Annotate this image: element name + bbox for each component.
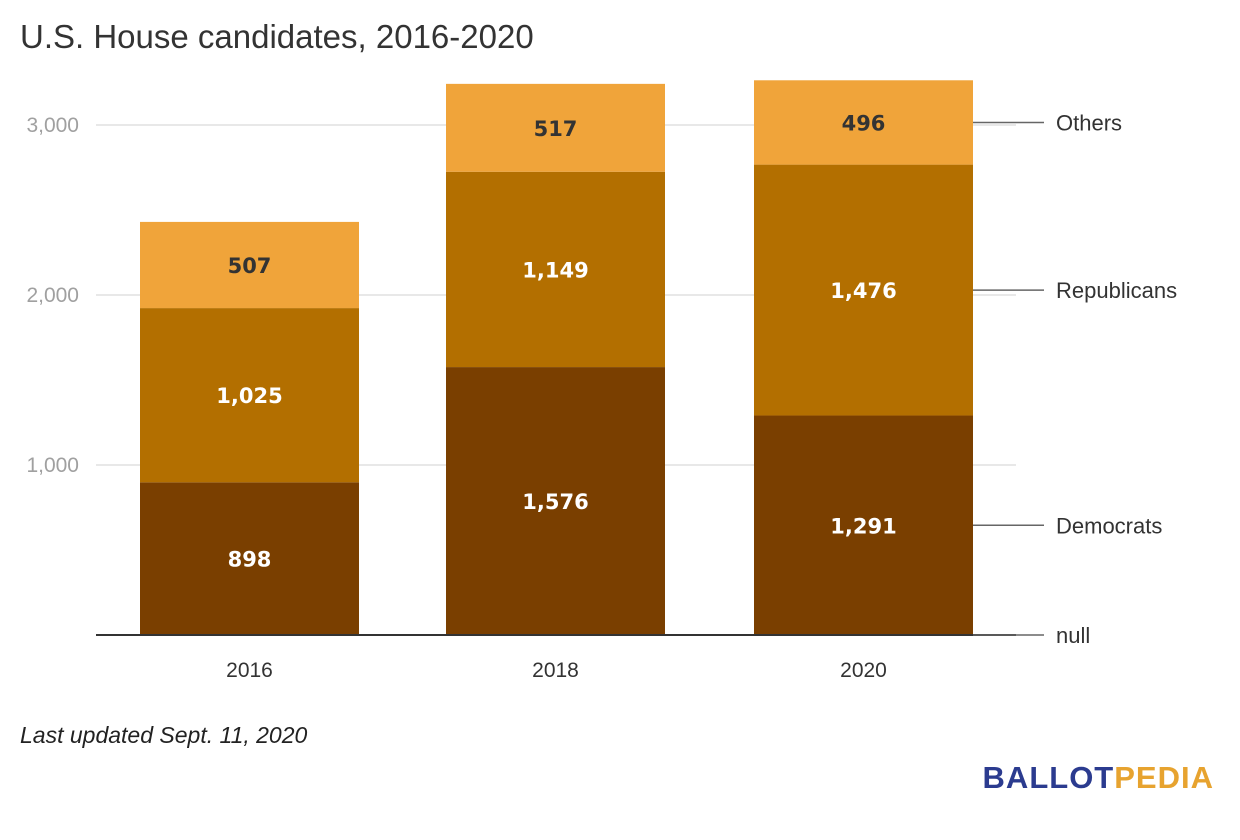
data-label: 1,476 — [830, 279, 896, 303]
x-tick-label: 2016 — [226, 659, 273, 682]
bar-segment — [754, 80, 973, 165]
bar-segment — [140, 221, 359, 309]
data-label: 1,576 — [522, 490, 588, 514]
data-label: 898 — [228, 548, 272, 572]
bar-segment — [754, 164, 973, 416]
stacked-bar-chart: 898 1,025 507 1,576 1,149 517 1,291 1,476 496 1,… — [26, 80, 1177, 682]
legend-label: null — [1056, 623, 1090, 648]
y-tick-label: 2,000 — [26, 284, 79, 307]
data-labels: 898 1,025 507 1,576 1,149 517 1,291 1,476 496 — [216, 111, 896, 571]
ballotpedia-logo[interactable]: BALLOTPEDIA — [983, 760, 1214, 796]
bar-segment — [446, 83, 665, 172]
axes: 1,000 2,000 3,000 2016 2018 2020 — [26, 114, 1016, 682]
bar-segment — [754, 415, 973, 635]
bar-segment — [446, 367, 665, 635]
bar-segment — [140, 308, 359, 483]
footnote: Last updated Sept. 11, 2020 — [20, 722, 308, 748]
x-tick-label: 2020 — [840, 659, 887, 682]
data-label: 1,291 — [830, 514, 896, 538]
legend-label: Others — [1056, 110, 1122, 135]
data-label: 507 — [228, 254, 272, 278]
data-label: 496 — [842, 111, 886, 135]
bar-segment — [140, 482, 359, 635]
logo-part-ballot: BALLOT — [982, 760, 1115, 795]
legend-label: Democrats — [1056, 513, 1162, 538]
y-tick-label: 3,000 — [26, 114, 79, 137]
bar-segment — [446, 171, 665, 368]
data-label: 1,025 — [216, 384, 282, 408]
legend: Democrats Republicans Others null — [973, 110, 1177, 648]
legend-label: Republicans — [1056, 278, 1177, 303]
chart-title: U.S. House candidates, 2016-2020 — [20, 18, 534, 55]
data-label: 517 — [534, 117, 578, 141]
bars — [140, 80, 973, 635]
y-tick-label: 1,000 — [26, 454, 79, 477]
logo-part-pedia: PEDIA — [1114, 760, 1214, 795]
data-label: 1,149 — [522, 258, 588, 282]
x-tick-label: 2018 — [532, 659, 579, 682]
